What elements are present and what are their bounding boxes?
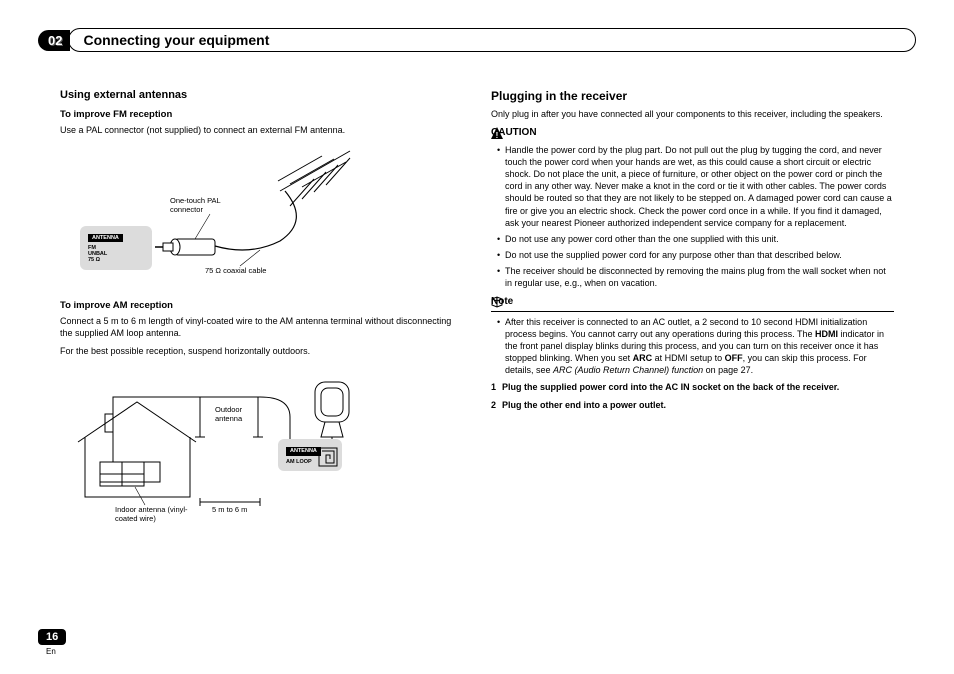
step-text: Plug the other end into a power outlet. [502,400,666,410]
note-bold: ARC [633,353,653,363]
note-bold: OFF [725,353,743,363]
am-loop-icon [318,447,338,467]
svg-text:!: ! [496,131,499,139]
step-text: Plug the supplied power cord into the AC… [502,382,839,392]
chapter-title: Connecting your equipment [68,28,916,52]
step-number: 2 [491,400,496,410]
caution-list: Handle the power cord by the plug part. … [491,144,894,290]
label-coax: 75 Ω coaxial cable [205,266,266,275]
left-column: Using external antennas To improve FM re… [60,88,463,531]
intro-text: Only plug in after you have connected al… [491,108,894,120]
caution-item: Handle the power cord by the plug part. … [497,144,894,229]
caution-item: The receiver should be disconnected by r… [497,265,894,289]
caution-item: Do not use the supplied power cord for a… [497,249,894,261]
chapter-number: 02 [38,30,70,51]
note-item: After this receiver is connected to an A… [497,316,894,377]
section-heading: Using external antennas [60,88,463,103]
step-2: 2 Plug the other end into a power outlet. [491,399,894,411]
section-plugging-in: Plugging in the receiver [491,88,894,104]
label-length: 5 m to 6 m [212,505,247,514]
antenna-label: ANTENNA [88,234,123,243]
label-indoor: Indoor antenna (vinyl-coated wire) [115,505,195,523]
page-number: 16 [38,629,66,645]
am-text2: For the best possible reception, suspend… [60,345,463,357]
note-italic: ARC (Audio Return Channel) function [553,365,703,375]
right-column: Plugging in the receiver Only plug in af… [491,88,894,531]
content-columns: Using external antennas To improve FM re… [38,70,916,531]
am-antenna-diagram [60,367,440,517]
caution-icon: ! [491,127,503,139]
step-1: 1 Plug the supplied power cord into the A… [491,381,894,393]
subheading-fm: To improve FM reception [60,109,463,122]
step-number: 1 [491,382,496,392]
figure-am-antenna: Outdoor antenna ANTENNA AM LOOP 5 m to 6… [60,367,463,517]
note-icon [491,296,503,308]
antenna-sub: FM UNBAL 75 Ω [88,245,144,263]
antenna-label-am: ANTENNA [286,447,321,456]
subheading-am: To improve AM reception [60,300,463,313]
am-text1: Connect a 5 m to 6 m length of vinyl-coa… [60,315,463,339]
fm-text: Use a PAL connector (not supplied) to co… [60,124,463,136]
note-text: After this receiver is connected to an A… [505,317,867,339]
note-heading: Note [491,295,894,312]
page-footer: 16 En [38,627,66,656]
caution-item: Do not use any power cord other than the… [497,233,894,245]
label-outdoor: Outdoor antenna [215,405,265,423]
label-pal-connector: One-touch PAL connector [170,196,240,214]
page-language: En [46,647,66,656]
figure-fm-antenna: ANTENNA FM UNBAL 75 Ω One-touch PAL conn… [60,146,463,286]
caution-heading: ! CAUTION [491,126,894,140]
note-text: on page 27. [703,365,753,375]
chapter-header: 02 Connecting your equipment [38,28,916,52]
note-list: After this receiver is connected to an A… [491,316,894,377]
note-bold: HDMI [815,329,838,339]
note-text: at HDMI setup to [652,353,725,363]
